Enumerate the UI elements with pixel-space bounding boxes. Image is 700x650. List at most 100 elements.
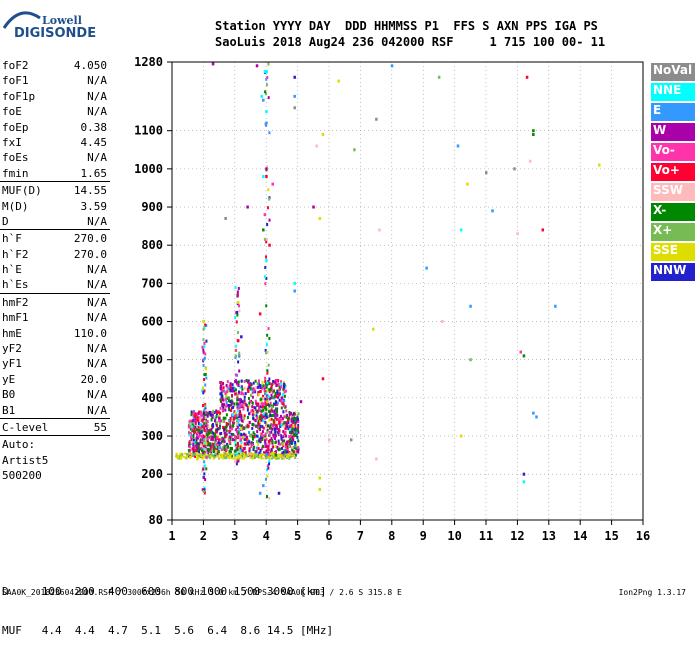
echo-pixel — [236, 423, 239, 427]
echo-pixel — [261, 453, 264, 456]
echo-pixel — [274, 427, 277, 431]
echo-pixel — [277, 457, 280, 460]
scatter-point-w — [312, 205, 315, 209]
echo-pixel — [278, 388, 281, 392]
scatter-point-ssw — [315, 144, 318, 148]
echo-pixel — [210, 434, 213, 438]
echo-pixel — [218, 416, 221, 420]
echo-pixel — [243, 432, 246, 436]
echo-pixel — [243, 416, 246, 420]
echo-pixel — [276, 407, 279, 411]
echo-pixel — [231, 393, 234, 397]
echo-pixel — [245, 435, 248, 439]
echo-pixel — [236, 455, 239, 458]
echo-pixel — [204, 372, 207, 376]
echo-pixel — [294, 424, 297, 428]
param-separator — [0, 181, 110, 183]
echo-pixel — [239, 385, 242, 389]
echo-pixel — [252, 416, 255, 420]
echo-pixel — [274, 434, 277, 438]
echo-pixel — [273, 454, 276, 457]
echo-pixel — [201, 469, 204, 473]
echo-pixel — [263, 402, 266, 406]
echo-pixel — [246, 441, 249, 445]
echo-pixel — [267, 453, 270, 457]
echo-pixel — [189, 448, 192, 452]
echo-pixel — [239, 404, 242, 408]
echo-pixel — [277, 441, 280, 445]
echo-pixel — [275, 430, 278, 434]
echo-pixel — [265, 351, 268, 355]
echo-pixel — [194, 449, 197, 453]
echo-pixel — [225, 422, 228, 426]
echo-pixel — [196, 452, 199, 455]
echo-pixel — [193, 431, 196, 435]
scatter-point-ssw — [378, 228, 381, 232]
echo-pixel — [257, 407, 260, 411]
echo-pixel — [270, 417, 273, 421]
echo-pixel — [258, 451, 261, 455]
echo-pixel — [240, 379, 243, 383]
echo-pixel — [262, 384, 265, 388]
scatter-point-w — [280, 396, 284, 400]
echo-pixel — [235, 462, 238, 466]
echo-pixel — [237, 415, 240, 419]
echo-pixel — [269, 387, 272, 391]
echo-pixel — [260, 455, 263, 458]
legend-item-nne: NNE — [651, 83, 695, 101]
echo-pixel — [274, 407, 277, 411]
echo-pixel — [203, 472, 206, 476]
echo-pixel — [228, 429, 231, 433]
echo-pixel — [239, 449, 242, 453]
echo-pixel — [235, 402, 238, 406]
echo-pixel — [246, 405, 249, 409]
echo-pixel — [275, 417, 278, 421]
echo-pixel — [220, 389, 223, 393]
param-value: N/A — [87, 311, 107, 325]
echo-pixel — [291, 417, 294, 421]
echo-pixel — [259, 405, 262, 409]
echo-pixel — [286, 425, 289, 429]
echo-pixel — [261, 437, 264, 441]
echo-pixel — [290, 423, 293, 427]
echo-pixel — [261, 386, 264, 390]
echo-pixel — [202, 338, 205, 342]
echo-pixel — [201, 389, 204, 393]
scatter-point-sse — [287, 453, 290, 457]
echo-pixel — [274, 412, 277, 416]
echo-pixel — [270, 454, 273, 457]
echo-pixel — [201, 453, 204, 456]
echo-pixel — [177, 456, 180, 459]
echo-pixel — [268, 409, 271, 413]
echo-pixel — [219, 453, 222, 456]
echo-pixel — [251, 405, 254, 409]
echo-pixel — [279, 425, 282, 429]
echo-pixel — [265, 304, 268, 308]
echo-pixel — [243, 452, 246, 455]
echo-pixel — [213, 456, 216, 459]
echo-pixel — [224, 391, 227, 395]
echo-pixel — [248, 447, 251, 451]
echo-pixel — [265, 408, 268, 412]
echo-pixel — [239, 400, 242, 404]
echo-pixel — [195, 439, 198, 443]
echo-pixel — [222, 381, 225, 385]
legend-item-xplus: X+ — [651, 223, 695, 241]
echo-pixel — [188, 421, 191, 425]
echo-pixel — [266, 350, 269, 354]
param-name: B1 — [2, 403, 16, 417]
echo-pixel — [232, 405, 235, 409]
echo-pixel — [267, 96, 270, 100]
echo-pixel — [291, 435, 294, 439]
echo-pixel — [243, 454, 246, 457]
scatter-point-sse — [598, 163, 601, 167]
echo-pixel — [203, 341, 206, 345]
scatter-point-nne — [293, 281, 296, 285]
echo-pixel — [216, 451, 219, 455]
header-line2: SaoLuis 2018 Aug24 236 042000 RSF 1 715 … — [215, 35, 606, 49]
echo-pixel — [238, 412, 241, 416]
echo-pixel — [248, 401, 251, 405]
echo-pixel — [249, 387, 252, 391]
echo-pixel — [220, 384, 223, 388]
echo-pixel — [264, 412, 267, 416]
